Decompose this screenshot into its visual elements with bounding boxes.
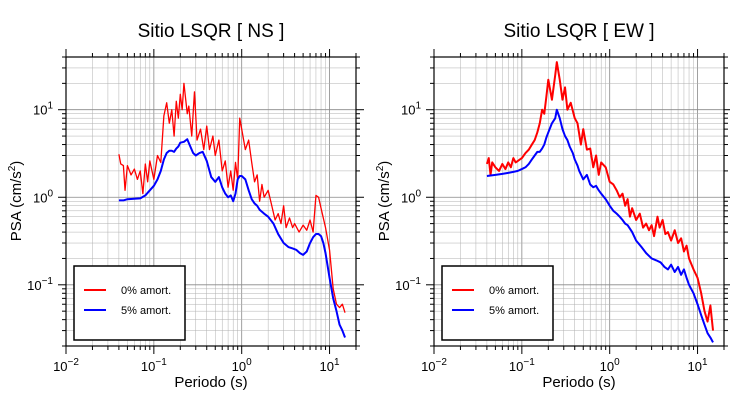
x-tick-label: 10−1 xyxy=(509,357,535,374)
x-tick-label: 10−2 xyxy=(421,357,447,374)
series-line-5pct xyxy=(486,108,714,343)
y-axis-label: PSA (cm/s2) xyxy=(7,161,25,242)
x-tick-label: 101 xyxy=(688,357,708,374)
series-line-5pct xyxy=(118,138,346,338)
y-tick-label: 10−1 xyxy=(27,276,53,293)
legend: 0% amort. 5% amort. xyxy=(441,265,554,341)
y-tick-label: 10−1 xyxy=(395,276,421,293)
legend-box xyxy=(73,265,186,341)
y-axis-label: PSA (cm/s2) xyxy=(375,161,393,242)
x-tick-label: 10−2 xyxy=(53,357,79,374)
x-axis-label: Periodo (s) xyxy=(542,374,615,391)
axis-ticks: 10−2 10−1 100 101 10−1 100 101 xyxy=(395,49,730,374)
axis-ticks: 10−2 10−1 100 101 10−1 100 101 xyxy=(27,49,364,374)
legend-label-0pct: 0% amort. xyxy=(489,285,539,297)
chart-title: Sitio LSQR [ EW ] xyxy=(504,21,655,42)
plot-area xyxy=(118,82,346,338)
x-tick-label: 100 xyxy=(600,357,620,374)
legend: 0% amort. 5% amort. xyxy=(73,265,186,341)
legend-label-5pct: 5% amort. xyxy=(489,305,539,317)
x-tick-label: 10−1 xyxy=(141,357,167,374)
legend-box xyxy=(441,265,554,341)
y-tick-label: 101 xyxy=(401,101,421,118)
series-line-0pct xyxy=(118,82,346,313)
chart-ns: 10−2 10−1 100 101 10−1 100 101 Sitio LSQR [ NS… xyxy=(7,21,364,391)
chart-title: Sitio LSQR [ NS ] xyxy=(138,21,285,42)
x-tick-label: 101 xyxy=(320,357,340,374)
y-tick-label: 100 xyxy=(401,188,421,205)
plot-area xyxy=(485,61,715,343)
series-line-0pct xyxy=(485,61,715,331)
x-axis-label: Periodo (s) xyxy=(174,374,247,391)
chart-ew: 10−2 10−1 100 101 10−1 100 101 Sitio LSQR [ EW… xyxy=(375,21,730,391)
x-tick-label: 100 xyxy=(232,357,252,374)
y-tick-label: 100 xyxy=(33,188,53,205)
y-tick-label: 101 xyxy=(33,101,53,118)
legend-label-5pct: 5% amort. xyxy=(121,305,171,317)
legend-label-0pct: 0% amort. xyxy=(121,285,171,297)
